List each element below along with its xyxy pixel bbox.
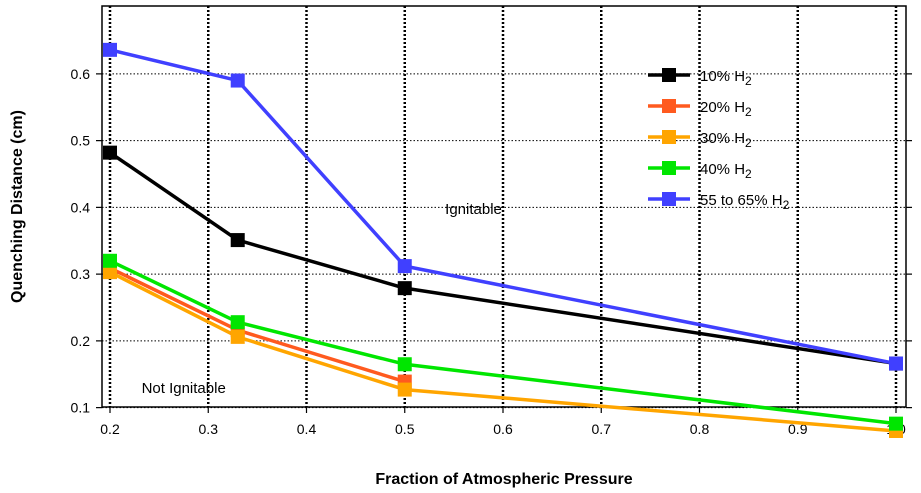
x-tick-label-4: 0.6: [493, 421, 513, 437]
y-tick-label-5: 0.6: [71, 66, 91, 82]
series-2-point-0: [103, 265, 117, 280]
series-3-point-3: [889, 416, 903, 431]
series-line-0: [109, 151, 897, 366]
ticks: 0.20.30.40.50.60.70.80.91.00.10.20.30.40…: [71, 66, 912, 437]
series-4-point-2: [397, 259, 412, 274]
x-tick-label-6: 0.8: [690, 421, 710, 437]
series-0-point-2: [397, 281, 412, 296]
series-3-point-0: [103, 253, 117, 268]
legend-label-3: 40% H2: [700, 161, 752, 181]
x-tick-label-3: 0.5: [395, 421, 415, 437]
x-tick-label-0: 0.2: [100, 421, 120, 437]
grid: [102, 6, 906, 409]
annotations: Ignitable Not Ignitable: [142, 201, 502, 397]
legend-label-0: 10% H2: [700, 68, 752, 88]
series-2-point-1: [230, 329, 245, 344]
x-tick-label-7: 0.9: [788, 421, 808, 437]
x-tick-label-2: 0.4: [297, 421, 317, 437]
series-2-point-2: [397, 382, 412, 397]
legend-marker-4: [662, 192, 676, 206]
series-3-point-1: [230, 315, 245, 330]
series-0-point-0: [103, 145, 117, 160]
y-tick-label-2: 0.3: [71, 266, 91, 282]
series-4-point-1: [230, 73, 245, 88]
legend-marker-1: [662, 99, 676, 113]
series-lines: [103, 42, 903, 438]
legend: 10% H2 20% H2 30% H2 40% H2 55 to 65% H2: [648, 68, 790, 212]
series-line-1: [109, 266, 406, 384]
series-4-point-3: [889, 356, 903, 371]
plot-border: [101, 5, 907, 408]
series-4-point-0: [103, 42, 117, 57]
legend-label-2: 30% H2: [700, 130, 752, 150]
legend-marker-0: [662, 68, 676, 82]
plot-frame: [101, 5, 907, 408]
y-tick-label-4: 0.5: [71, 133, 91, 149]
y-axis-title: Quenching Distance (cm): [9, 110, 26, 303]
legend-label-1: 20% H2: [700, 99, 752, 119]
annotation-0: Ignitable: [445, 201, 502, 218]
series-0-point-1: [230, 233, 245, 248]
y-tick-label-1: 0.2: [71, 333, 91, 349]
legend-label-4: 55 to 65% H2: [700, 192, 790, 212]
legend-marker-3: [662, 161, 676, 175]
series-line-3: [109, 259, 897, 426]
x-tick-label-5: 0.7: [592, 421, 612, 437]
legend-marker-2: [662, 130, 676, 144]
x-tick-label-1: 0.3: [199, 421, 219, 437]
series-line-2: [109, 270, 897, 433]
series-3-point-2: [397, 357, 412, 372]
y-tick-label-3: 0.4: [71, 199, 91, 215]
series-line-4: [109, 48, 897, 366]
y-tick-label-0: 0.1: [71, 400, 91, 416]
annotation-1: Not Ignitable: [142, 380, 226, 397]
x-axis-title: Fraction of Atmospheric Pressure: [375, 471, 632, 488]
